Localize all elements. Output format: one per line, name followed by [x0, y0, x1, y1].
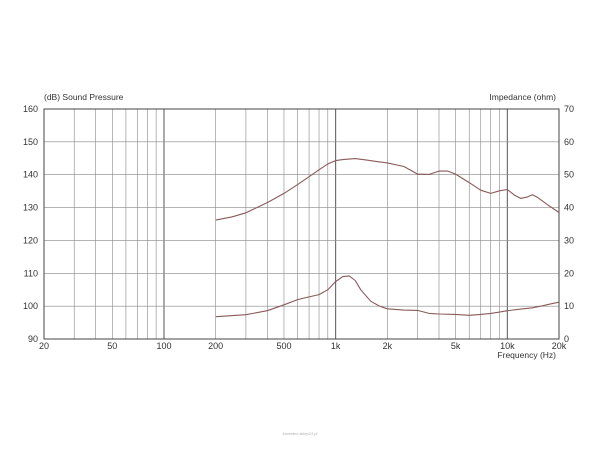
y-right-axis-label: Impedance (ohm) [489, 92, 556, 102]
curves [215, 158, 560, 318]
y-right-tick-label: 30 [564, 235, 574, 245]
y-right-tick-label: 20 [564, 268, 574, 278]
y-right-tick-label: 50 [564, 170, 574, 180]
y-axis-label: (dB) Sound Pressure [44, 92, 124, 102]
watermark-text: inwestex.sklep24.pl [283, 431, 318, 436]
y-right-tick-label: 0 [564, 334, 569, 344]
y-tick-label: 90 [28, 334, 38, 344]
y-tick-label: 160 [23, 104, 38, 114]
y-tick-label: 100 [23, 301, 38, 311]
x-tick-label: 200 [208, 341, 223, 351]
x-tick-label: 500 [276, 341, 291, 351]
x-tick-label: 100 [156, 341, 171, 351]
x-tick-label: 2k [383, 341, 393, 351]
sound-pressure-curve [215, 158, 560, 221]
y-tick-label: 130 [23, 203, 38, 213]
x-tick-label: 20k [552, 341, 567, 351]
y-right-tick-label: 70 [564, 104, 574, 114]
x-tick-label: 5k [451, 341, 461, 351]
y-right-tick-label: 10 [564, 301, 574, 311]
y-tick-label: 120 [23, 235, 38, 245]
y-right-tick-labels: 0 10 20 30 40 50 60 70 [564, 104, 574, 344]
y-tick-labels: 90 100 110 120 130 140 150 160 [23, 104, 38, 344]
y-right-tick-label: 40 [564, 203, 574, 213]
y-tick-label: 150 [23, 137, 38, 147]
y-tick-label: 140 [23, 170, 38, 180]
x-tick-label: 20 [39, 341, 49, 351]
grid [44, 109, 559, 339]
x-tick-label: 10k [500, 341, 515, 351]
x-tick-label: 50 [107, 341, 117, 351]
impedance-curve [215, 275, 560, 318]
x-tick-labels: 20 50 100 200 500 1k 2k 5k 10k 20k [39, 341, 567, 351]
x-tick-label: 1k [331, 341, 341, 351]
plot-frame [43, 108, 560, 340]
y-tick-label: 110 [24, 268, 38, 278]
x-axis-label: Frequency (Hz) [497, 350, 556, 360]
y-right-tick-label: 60 [564, 137, 574, 147]
